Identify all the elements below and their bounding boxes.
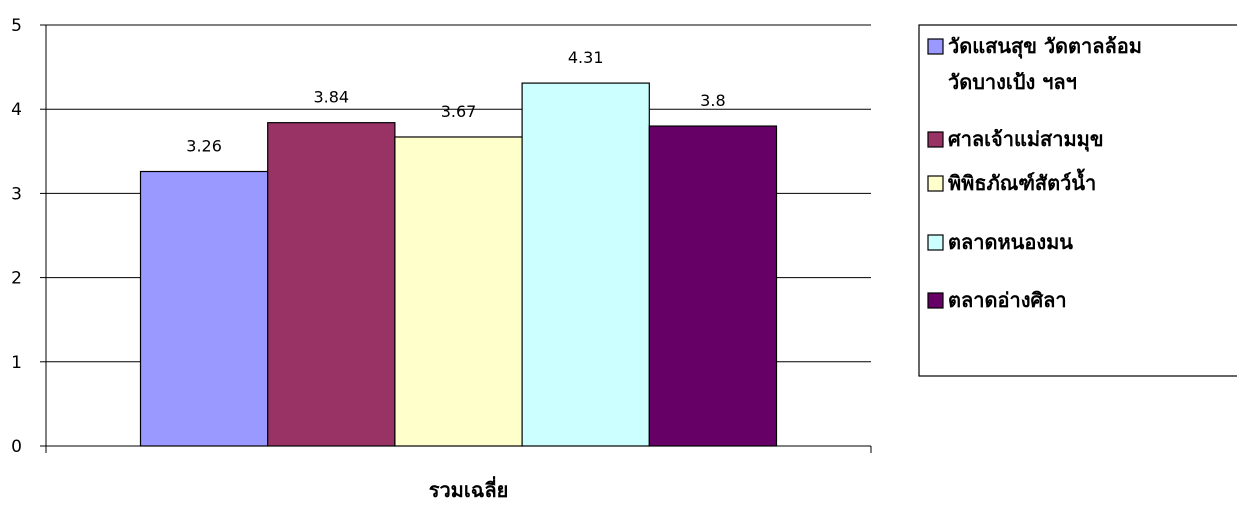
- legend-box: [918, 24, 1237, 377]
- data-label: 3.84: [313, 88, 349, 107]
- legend-swatch: [927, 175, 944, 192]
- legend-swatch: [927, 234, 944, 251]
- legend-label: ตลาดหนองมน: [948, 230, 1073, 254]
- bars: [139, 82, 778, 447]
- bar: [648, 125, 778, 447]
- x-category-label: รวมเฉลี่ย: [429, 475, 509, 502]
- bar: [139, 170, 269, 447]
- legend-swatch: [927, 131, 944, 148]
- axes: 0 1 2 3 4 5 รวมเฉลี่ย: [11, 16, 872, 502]
- y-tick-label: 5: [11, 16, 22, 36]
- data-labels: 3.26 3.84 3.67 4.31 3.8: [186, 48, 725, 155]
- bar: [394, 136, 523, 447]
- bar: [267, 122, 396, 447]
- legend-swatch: [927, 292, 944, 309]
- data-label: 3.67: [441, 102, 477, 121]
- legend: วัดแสนสุข วัดตาลล้อมวัดบางเป้ง ฯลฯศาลเจ้…: [918, 24, 1237, 377]
- y-tick-label: 2: [11, 269, 22, 289]
- bar: [521, 82, 650, 447]
- y-tick-label: 1: [11, 353, 22, 373]
- legend-label: ศาลเจ้าแม่สามมุข: [948, 127, 1104, 152]
- legend-label: พิพิธภัณฑ์สัตว์น้ำ: [948, 168, 1096, 195]
- data-label: 3.8: [700, 91, 725, 110]
- data-label: 3.26: [186, 137, 222, 156]
- y-tick-label: 3: [11, 184, 22, 204]
- legend-swatch: [927, 38, 944, 55]
- y-tick-label: 4: [11, 100, 22, 120]
- y-tick-label: 0: [11, 437, 22, 457]
- legend-label: ตลาดอ่างศิลา: [948, 288, 1067, 312]
- data-label: 4.31: [568, 48, 604, 67]
- legend-label: วัดแสนสุข วัดตาลล้อมวัดบางเป้ง ฯลฯ: [948, 34, 1142, 94]
